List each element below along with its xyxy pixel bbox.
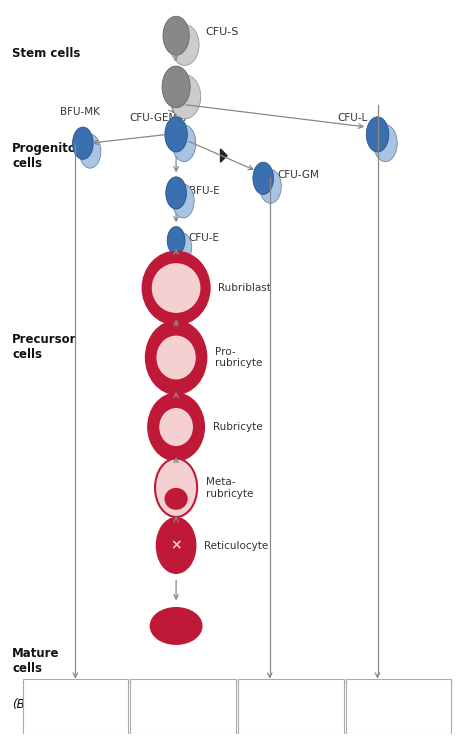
Text: Progenitor
cells: Progenitor cells [12,142,83,170]
Ellipse shape [156,517,196,573]
Text: Mature
cells: Mature cells [12,647,60,675]
Text: Pro-
rubricyte: Pro- rubricyte [215,346,262,368]
Text: Precursor
cells: Precursor cells [12,332,77,360]
Text: BFU-E: BFU-E [190,186,220,196]
Circle shape [172,125,196,161]
FancyBboxPatch shape [23,680,128,734]
Circle shape [253,162,273,195]
Circle shape [374,125,397,161]
Text: (Blood): (Blood) [12,699,55,711]
Text: Reticulocyte: Reticulocyte [204,540,268,551]
Circle shape [166,177,186,209]
Circle shape [79,134,101,168]
Text: Meta-
rubricyte: Meta- rubricyte [206,477,253,498]
Ellipse shape [170,24,199,66]
Text: Erythrocytes: Erythrocytes [150,702,216,712]
Text: Rubricyte: Rubricyte [213,422,262,432]
Circle shape [260,170,281,203]
Ellipse shape [170,75,201,119]
FancyBboxPatch shape [346,680,451,734]
Ellipse shape [142,251,210,324]
Ellipse shape [164,488,188,510]
Ellipse shape [155,458,197,517]
Text: CFU-L: CFU-L [337,113,368,124]
Circle shape [73,127,93,159]
Text: Lymphocytes: Lymphocytes [365,702,433,712]
Text: CFU-GEMM: CFU-GEMM [129,113,186,124]
Ellipse shape [159,408,193,446]
Text: CFU-GM: CFU-GM [277,170,319,181]
Text: Platelets: Platelets [53,702,98,712]
Text: Granulocytes,
monocytes: Granulocytes, monocytes [255,696,327,718]
Text: ×: × [170,539,182,553]
Text: CFU-S: CFU-S [205,27,238,37]
Circle shape [366,117,389,152]
Text: BFU-MK: BFU-MK [60,108,100,117]
Circle shape [167,226,185,254]
Ellipse shape [148,394,204,461]
Text: Rubriblast: Rubriblast [218,283,271,293]
Ellipse shape [162,66,190,108]
Circle shape [173,233,191,262]
Polygon shape [220,149,227,162]
Text: CFU-E: CFU-E [189,234,219,243]
Text: Stem cells: Stem cells [12,47,81,60]
Circle shape [173,184,194,218]
Ellipse shape [146,321,207,394]
Ellipse shape [150,608,202,644]
Ellipse shape [163,16,189,55]
FancyBboxPatch shape [238,680,344,734]
Ellipse shape [156,335,196,380]
FancyBboxPatch shape [130,680,236,734]
Circle shape [165,117,187,152]
Ellipse shape [152,263,201,313]
